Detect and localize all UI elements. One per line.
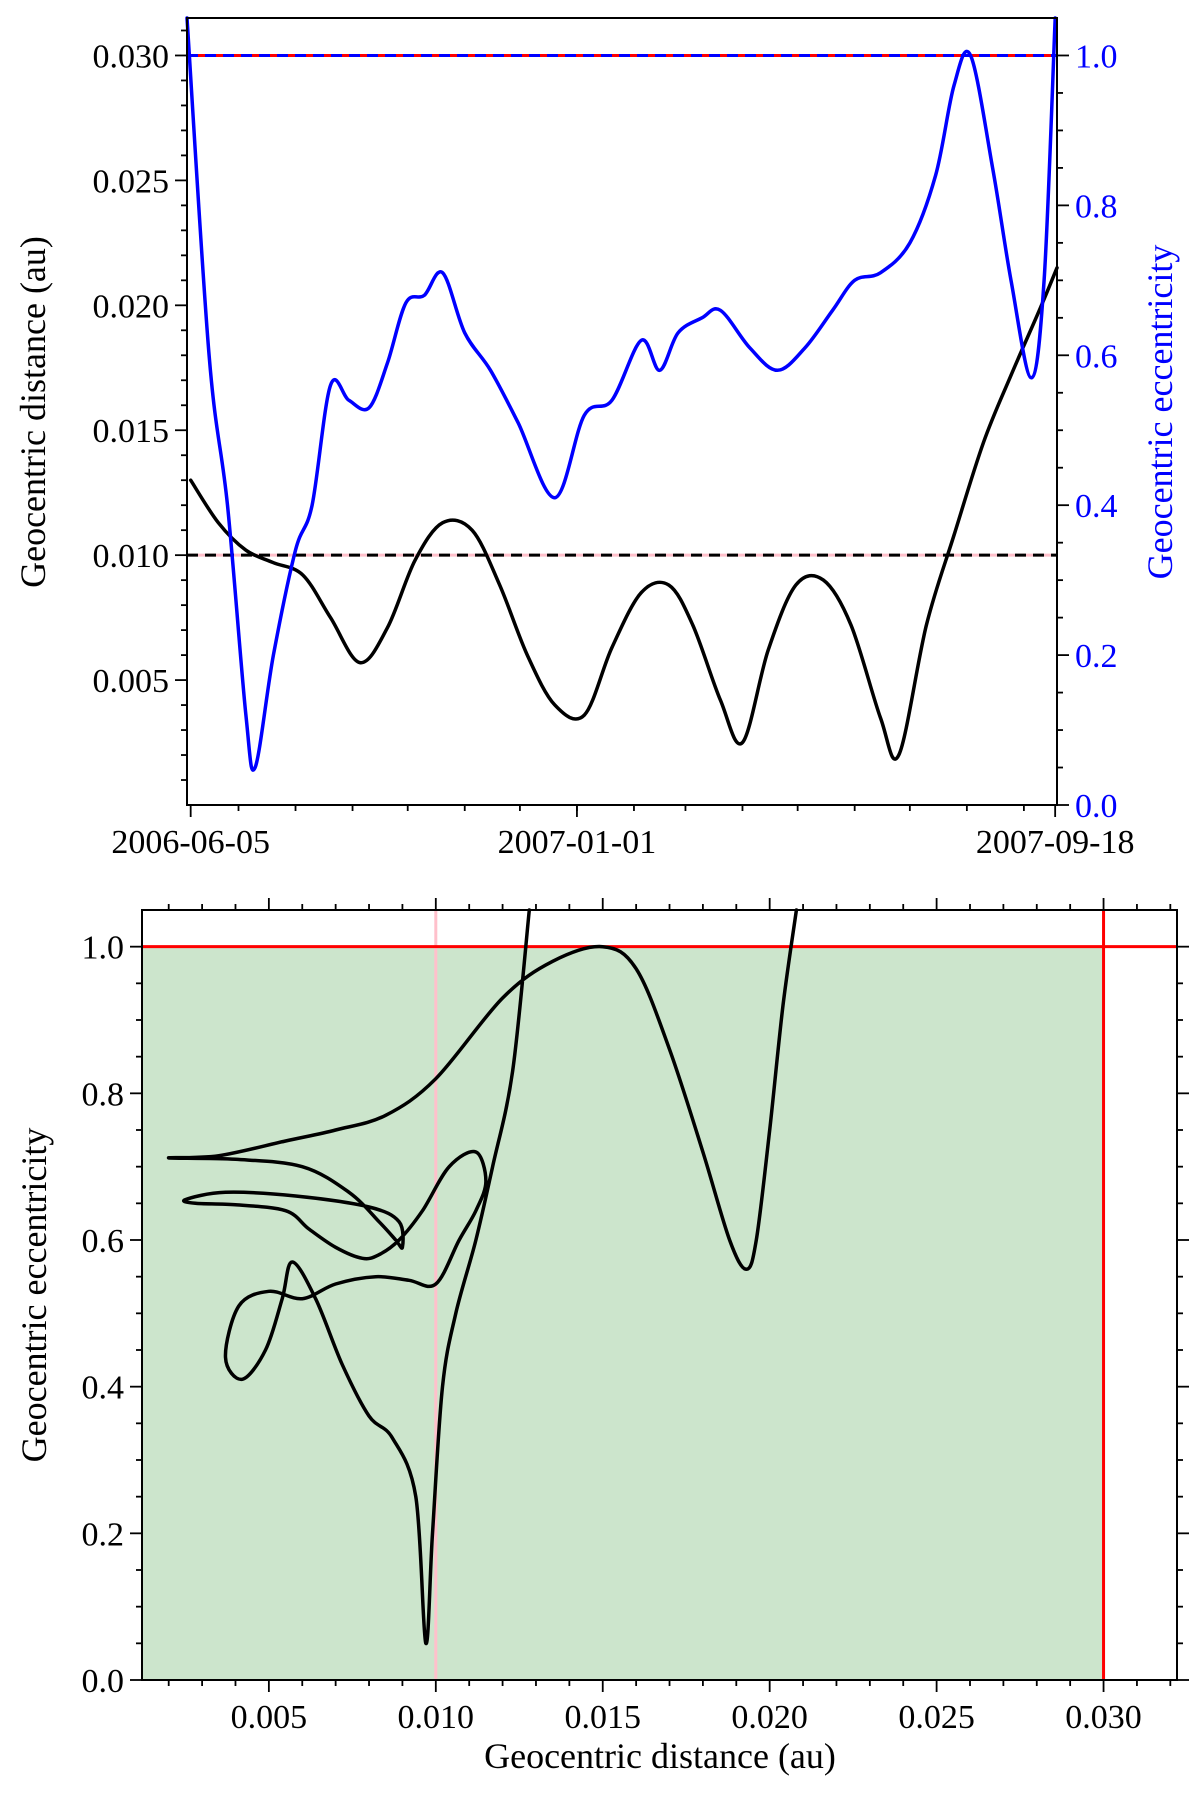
bottom-chart: 0.005 0.010 0.015 0.020 0.025 0.030 0.0 0.2 0.4 0…: [14, 898, 1189, 1776]
bottom-xtick-label: 0.020: [731, 1699, 808, 1736]
top-right-ytick-label: 1.0: [1075, 38, 1118, 75]
bottom-xlabel: Geocentric distance (au): [484, 1736, 836, 1776]
distance-series-line: [188, 266, 1059, 761]
top-series: [185, 16, 1059, 772]
top-right-ytick-label: 0.0: [1075, 788, 1118, 825]
bottom-xtick-label: 0.005: [231, 1699, 308, 1736]
top-xtick-label: 2007-01-01: [498, 824, 657, 861]
top-plot-frame: [186, 17, 1058, 806]
bottom-xtick-label: 0.010: [398, 1699, 475, 1736]
bottom-ticks: 0.005 0.010 0.015 0.020 0.025 0.030 0.0 0.2 0.4 0…: [82, 898, 1189, 1736]
top-y2label: Geocentric eccentricity: [1140, 245, 1180, 580]
bottom-ytick-label: 0.4: [82, 1370, 125, 1407]
bottom-ylabel: Geocentric eccentricity: [14, 1128, 54, 1463]
accepted-region-shading: [142, 946, 1104, 1680]
bottom-ytick-label: 0.0: [82, 1663, 125, 1700]
top-xtick-label: 2007-09-18: [976, 824, 1135, 861]
bottom-ytick-label: 0.2: [82, 1516, 125, 1553]
top-right-ytick-label: 0.4: [1075, 488, 1118, 525]
top-left-ytick-label: 0.015: [93, 413, 170, 450]
top-xtick-label: 2006-06-05: [111, 824, 270, 861]
top-left-ytick-label: 0.030: [93, 38, 170, 75]
bottom-xtick-label: 0.030: [1065, 1699, 1142, 1736]
top-right-ytick-label: 0.6: [1075, 338, 1118, 375]
top-right-ytick-label: 0.2: [1075, 638, 1118, 675]
top-left-ytick-label: 0.005: [93, 663, 170, 700]
top-left-ytick-label: 0.025: [93, 163, 170, 200]
eccentricity-vs-distance-line: [166, 908, 799, 1646]
bottom-series: [166, 908, 799, 1646]
top-right-ytick-label: 0.8: [1075, 188, 1118, 225]
eccentricity-series-line: [185, 16, 1057, 772]
top-left-ytick-label: 0.020: [93, 288, 170, 325]
bottom-plot-frame: [141, 909, 1178, 1681]
bottom-xtick-label: 0.025: [898, 1699, 975, 1736]
bottom-reference-lines: [142, 910, 1177, 1680]
top-chart: 0.005 0.010 0.015 0.020 0.025 0.030 0.0 0.2 0.4 0…: [13, 16, 1180, 861]
top-reference-lines: [187, 53, 1057, 557]
bottom-xtick-label: 0.015: [564, 1699, 641, 1736]
top-ticks: 0.005 0.010 0.015 0.020 0.025 0.030 0.0 0.2 0.4 0…: [93, 29, 1135, 861]
bottom-ytick-label: 1.0: [82, 930, 125, 967]
top-ylabel: Geocentric distance (au): [13, 236, 53, 588]
bottom-ytick-label: 0.6: [82, 1223, 125, 1260]
top-left-ytick-label: 0.010: [93, 538, 170, 575]
bottom-ytick-label: 0.8: [82, 1076, 125, 1113]
